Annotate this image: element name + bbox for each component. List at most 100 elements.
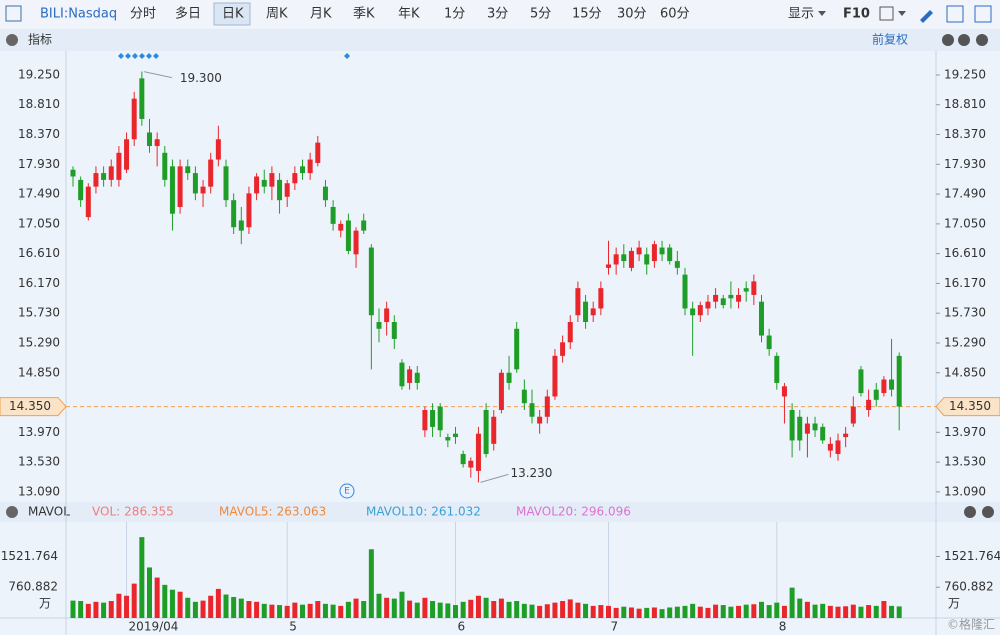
timeframe-tab[interactable]: 1分	[444, 7, 465, 22]
sidebar-toggle[interactable]	[5, 5, 22, 22]
indicator-value: 261.032	[431, 505, 481, 519]
candle-body	[85, 186, 91, 218]
timeframe-tab[interactable]: 3分	[487, 7, 508, 22]
candle-body	[506, 372, 512, 383]
adjust-mode[interactable]: 前复权	[872, 32, 908, 47]
timeframe-tab[interactable]: 30分	[617, 7, 647, 22]
volume-bar	[453, 605, 458, 618]
candle-body	[873, 389, 879, 400]
display-menu[interactable]: 显示	[788, 7, 814, 22]
volume-tick-label: 1521.764	[1, 549, 58, 563]
candle-body	[705, 301, 711, 309]
candle-body	[889, 379, 895, 390]
candle-body	[261, 179, 267, 187]
volume-bar	[858, 606, 864, 618]
volume-bar	[307, 603, 313, 618]
volume-bar	[269, 604, 275, 618]
svg-text:E: E	[344, 487, 350, 497]
volume-bar	[514, 601, 520, 618]
candle-body	[231, 200, 237, 228]
timeframe-tab[interactable]: 周K	[266, 7, 288, 22]
volume-bar	[682, 605, 688, 618]
volume-bar	[896, 606, 902, 618]
candle-body	[766, 335, 772, 350]
volume-header	[0, 502, 1000, 522]
candle-body	[713, 294, 719, 302]
x-tick-label: 7	[611, 620, 619, 634]
volume-bar	[254, 601, 260, 618]
y-tick-label-right: 13.090	[944, 484, 986, 498]
candle-body	[238, 220, 244, 231]
y-tick-label: 15.290	[18, 335, 60, 349]
candle-body	[674, 261, 680, 268]
candle-body	[376, 322, 382, 329]
volume-bar	[162, 584, 168, 618]
y-tick-label-right: 15.290	[944, 335, 986, 349]
volume-bar	[70, 600, 76, 618]
volume-bar	[208, 595, 214, 618]
volume-bar	[575, 602, 581, 618]
shape-tool[interactable]	[879, 6, 894, 21]
candle-body	[659, 247, 665, 255]
volume-bar	[468, 599, 474, 618]
candle-body	[598, 288, 604, 309]
y-tick-label-right: 15.730	[944, 306, 986, 320]
indicator-name: MAVOL10:	[366, 505, 427, 519]
f10-button[interactable]: F10	[843, 7, 870, 22]
volume-bar	[636, 608, 642, 618]
low-label: 13.230	[510, 466, 552, 480]
volume-bar	[338, 605, 344, 618]
fullscreen[interactable]	[946, 5, 964, 23]
candle-body	[353, 230, 359, 255]
volume-bar	[131, 583, 137, 618]
volume-bar	[101, 602, 107, 618]
timeframe-tab[interactable]: 月K	[310, 7, 332, 22]
candle-body	[621, 254, 627, 262]
draw-tool[interactable]	[920, 10, 933, 23]
timeframe-tab[interactable]: 分时	[130, 7, 156, 22]
volume-bar	[368, 549, 374, 618]
timeframe-tab[interactable]: 年K	[398, 7, 420, 22]
candle-body	[284, 183, 290, 197]
volume-bar	[881, 601, 887, 618]
volume-bar	[223, 594, 229, 618]
volume-bar	[774, 602, 780, 618]
volume-bar	[506, 601, 512, 618]
candle-body	[521, 389, 527, 404]
candle-body	[590, 308, 596, 316]
candle-body	[789, 409, 795, 441]
candle-body	[162, 152, 168, 180]
candle-body	[697, 305, 703, 316]
candle-body	[70, 169, 76, 177]
indicator-value: 296.096	[581, 505, 631, 519]
volume-bar	[437, 602, 443, 618]
x-tick-label: 8	[779, 620, 787, 634]
volume-bar	[231, 596, 237, 618]
candle-body	[491, 416, 497, 444]
timeframe-tab[interactable]: 日K	[222, 7, 244, 22]
volume-title: MAVOL	[28, 505, 70, 519]
candle-body	[223, 166, 229, 201]
candle-body	[307, 159, 313, 174]
volume-unit: 万	[39, 597, 51, 611]
timeframe-tab[interactable]: 60分	[660, 7, 690, 22]
indicator-value: 263.063	[277, 505, 327, 519]
current-price-right: 14.350	[949, 399, 991, 413]
zoom[interactable]	[974, 5, 992, 23]
volume-bar	[116, 593, 122, 618]
timeframe-tab[interactable]: 季K	[353, 7, 375, 22]
timeframe-tab[interactable]: 多日	[175, 6, 201, 22]
collapse[interactable]	[6, 34, 18, 46]
volume-tick-label-right: 1521.764	[944, 549, 1000, 563]
candle-body	[368, 247, 374, 316]
volume-bar	[491, 601, 497, 618]
volume-bar	[705, 607, 711, 618]
volume-bar	[85, 603, 91, 618]
timeframe-tab[interactable]: 5分	[530, 7, 551, 22]
volume-bar	[613, 607, 619, 618]
timeframe-tab[interactable]: 15分	[572, 7, 602, 22]
y-tick-label: 14.850	[18, 365, 60, 379]
candle-body	[644, 254, 650, 265]
candle-body	[843, 433, 849, 438]
volume-bar	[560, 601, 566, 618]
